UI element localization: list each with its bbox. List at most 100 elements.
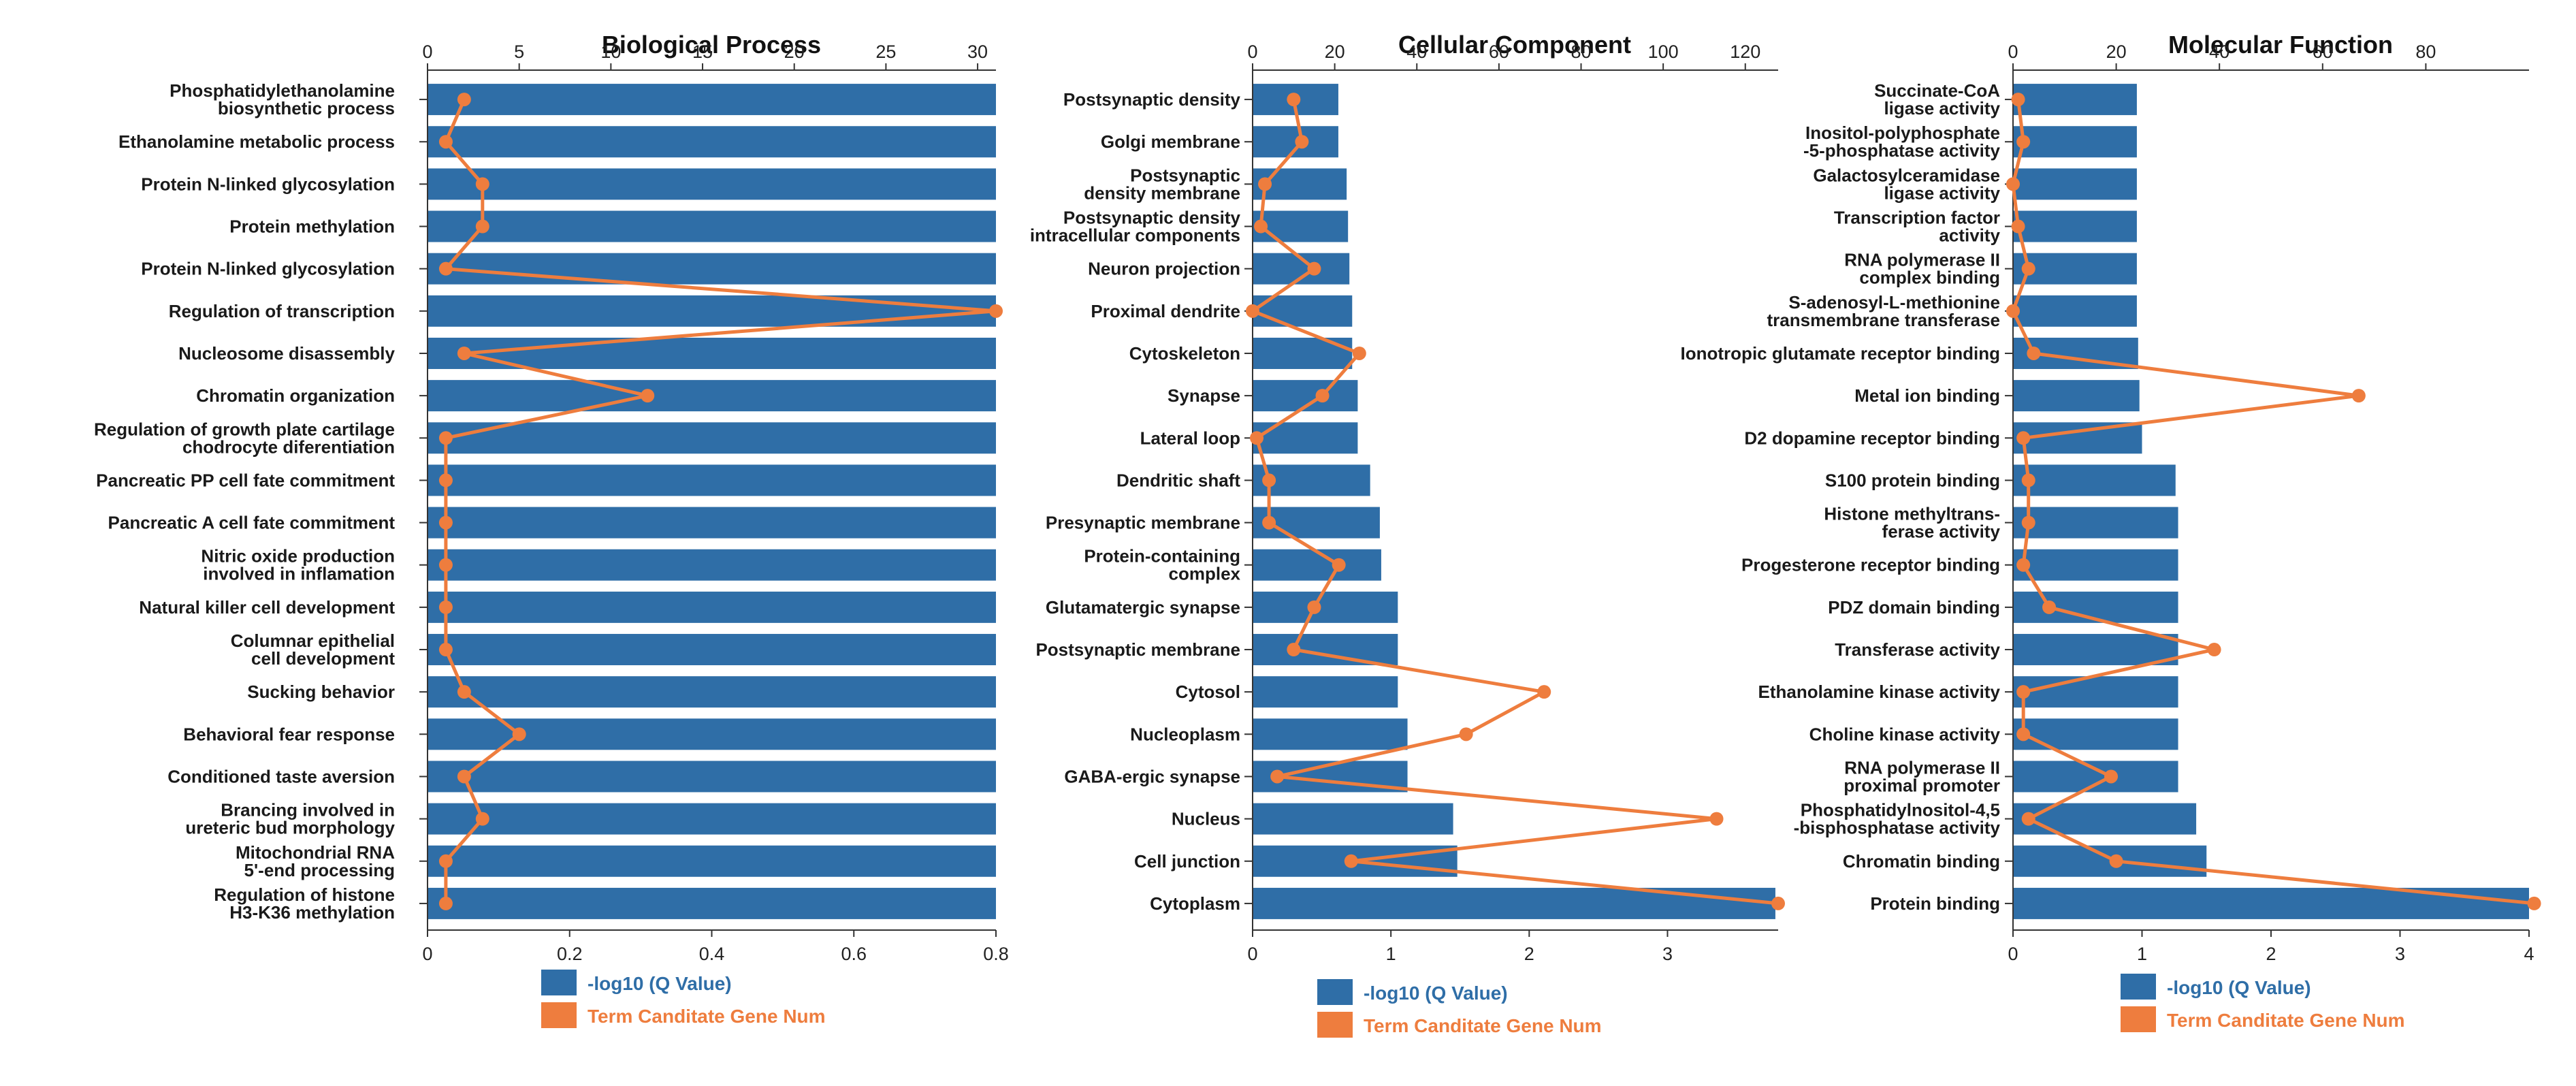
q-value-bar [1253,210,1349,242]
category-label: D2 dopamine receptor binding [1744,428,2000,448]
category-label: RNA polymerase II [1844,250,2000,270]
gene-num-point [2016,431,2031,445]
top-axis-tick-label: 80 [1571,42,1591,62]
top-axis-tick-label: 60 [2313,42,2333,62]
gene-num-point [1250,431,1264,445]
gene-num-line [444,99,998,904]
gene-num-point [438,558,453,572]
legend-label: Term Canditate Gene Num [2167,1010,2405,1031]
gene-num-point [2021,515,2035,530]
legend-swatch-bar [541,970,577,995]
q-value-bar [428,422,996,454]
gene-num-point [438,854,453,868]
q-value-bar [428,549,996,581]
q-value-bar [2013,803,2197,835]
legend-label: -log10 (Q Value) [587,973,732,994]
q-value-bar [428,210,996,242]
gene-num-point [2527,896,2541,910]
q-value-bar [428,507,996,539]
bottom-axis-tick-label: 0.4 [699,944,725,964]
gene-num-point [2027,346,2041,360]
gene-num-point [475,812,489,826]
q-value-bar [428,676,996,708]
bottom-axis-tick-label: 0 [2008,944,2018,964]
q-value-bar [428,634,996,666]
q-value-bar [428,126,996,158]
bottom-axis-tick-label: 0.2 [557,944,583,964]
category-label: Regulation of growth plate cartilage [94,419,395,439]
q-value-bar [2013,549,2178,581]
top-axis-tick-label: 80 [2415,42,2436,62]
gene-num-point [1254,219,1268,234]
category-label: GABA-ergic synapse [1064,766,1240,786]
category-label: Protein binding [1870,893,2000,914]
gene-num-point [1459,727,1473,741]
category-label: Ethanolamine metabolic process [118,131,395,152]
category-label: chodrocyte diferentiation [182,436,395,457]
chart-title: Cellular Component [1398,31,1631,59]
gene-num-point [989,304,1003,318]
gene-num-point [1771,896,1785,910]
category-label: Phosphatidylethanolamine [170,80,395,101]
q-value-bar [2013,168,2137,200]
category-label: Nucleoplasm [1130,724,1240,744]
gene-num-point [438,896,453,910]
category-label: Columnar epithelial [231,630,395,651]
bottom-axis-tick-label: 3 [1662,944,1673,964]
category-label: Glutamatergic synapse [1046,597,1240,618]
category-label: ligase activity [1884,98,2000,118]
chart-title: Biological Process [602,31,821,59]
category-label: Neuron projection [1088,259,1240,279]
q-value-bar [1253,634,1398,666]
bottom-axis-tick-label: 0.8 [983,944,1009,964]
category-label: Regulation of histone [214,884,395,905]
category-label: Chromatin organization [196,385,395,406]
gene-num-point [438,600,453,614]
category-label: PDZ domain binding [1828,597,2000,618]
category-label: H3-K36 methylation [229,902,395,923]
gene-num-point [457,769,471,784]
category-label: Natural killer cell development [139,597,395,618]
gene-num-point [2042,600,2057,614]
chart-legend: -log10 (Q Value) Term Canditate Gene Num [1317,979,1602,1038]
category-label: S-adenosyl-L-methionine [1788,292,2000,313]
q-value-bar [1253,337,1353,369]
category-label: Synapse [1168,385,1240,406]
q-value-bar [2013,464,2176,496]
bottom-axis-tick-label: 4 [2524,944,2534,964]
q-value-bar [1253,591,1398,623]
category-label: activity [1939,225,2000,246]
bottom-axis-tick-label: 2 [2266,944,2276,964]
gene-num-point [2021,812,2035,826]
q-value-bar [2013,676,2178,708]
category-label: Histone methyltrans- [1824,504,2000,524]
legend-swatch-bar [2121,974,2156,1000]
q-value-bar [428,761,996,793]
gene-num-point [1537,685,1551,699]
gene-num-point [475,219,489,234]
legend-label: -log10 (Q Value) [1364,983,1508,1004]
category-label: Cytoplasm [1150,893,1240,914]
top-axis-tick-label: 5 [514,42,524,62]
top-axis-tick-label: 100 [1648,42,1679,62]
category-label: Choline kinase activity [1809,724,2001,744]
gene-num-point [2351,389,2366,403]
bottom-axis-tick-label: 0 [1247,944,1257,964]
q-value-bar [2013,718,2178,750]
top-axis-tick-label: 10 [600,42,621,62]
category-label: Protein N-linked glycosylation [141,259,395,279]
category-label: Galactosylceramidase [1813,165,2000,185]
category-label: S100 protein binding [1825,470,2000,490]
q-value-bar [1253,803,1453,835]
top-axis-tick-label: 120 [1730,42,1760,62]
category-label: Postsynaptic density [1063,89,1241,110]
top-axis-tick-label: 0 [1247,42,1257,62]
category-label: Protein-containing [1084,546,1240,566]
category-label: complex [1169,564,1241,584]
category-label: proximal promoter [1844,775,2000,795]
category-label: Transcription factor [1834,208,2000,228]
gene-num-point [2207,643,2221,657]
q-value-bar [428,295,996,327]
top-axis-tick-label: 20 [784,42,805,62]
